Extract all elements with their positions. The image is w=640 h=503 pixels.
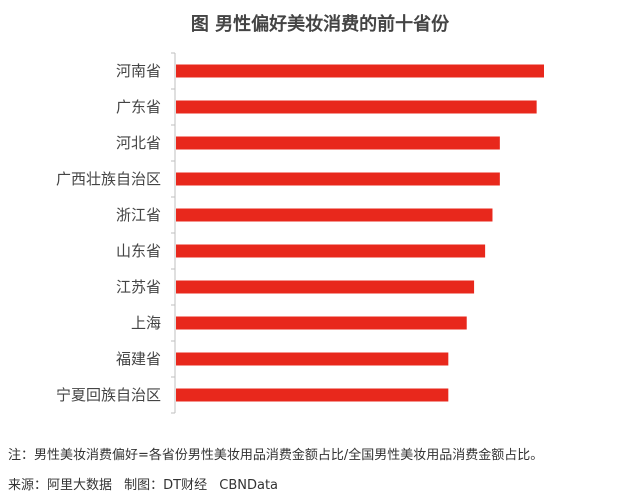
category-label: 广西壮族自治区 <box>56 170 161 188</box>
category-label: 浙江省 <box>116 206 161 224</box>
bar <box>176 352 449 366</box>
bar <box>176 388 449 402</box>
source-brand: CBNData <box>219 478 279 493</box>
chart-title: 图 男性偏好美妆消费的前十省份 <box>190 14 450 35</box>
category-label: 河南省 <box>116 62 161 80</box>
category-label: 河北省 <box>116 134 161 152</box>
category-label: 江苏省 <box>116 278 161 296</box>
source-made-by: 制图：DT财经 <box>124 478 208 493</box>
bar <box>176 172 500 186</box>
bar <box>176 100 537 114</box>
category-label: 宁夏回族自治区 <box>56 386 161 404</box>
chart-note: 注：男性美妆消费偏好=各省份男性美妆用品消费金额占比/全国男性美妆用品消费金额占… <box>8 448 544 463</box>
bar <box>176 64 544 78</box>
bar <box>176 280 475 294</box>
bar <box>176 244 486 258</box>
source-origin: 来源：阿里大数据 <box>8 478 113 493</box>
category-label: 广东省 <box>116 98 161 116</box>
category-label: 山东省 <box>116 242 161 260</box>
bar <box>176 208 493 222</box>
category-label: 上海 <box>131 314 161 332</box>
bar <box>176 316 467 330</box>
bar <box>176 136 500 150</box>
source-line: 来源：阿里大数据 制图：DT财经 CBNData <box>8 474 286 493</box>
category-label: 福建省 <box>116 350 161 368</box>
